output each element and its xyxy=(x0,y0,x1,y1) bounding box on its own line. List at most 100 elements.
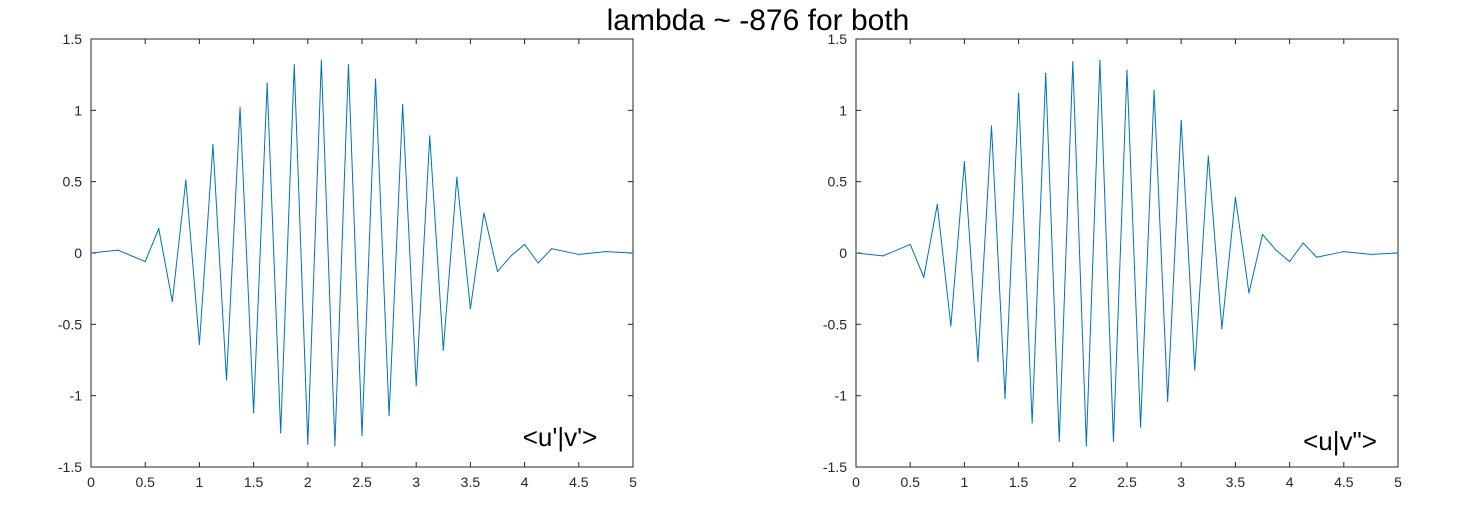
data-point xyxy=(1018,92,1020,94)
y-tick-label: 0 xyxy=(839,245,847,261)
data-point xyxy=(1234,196,1236,198)
data-point xyxy=(225,379,228,381)
data-point xyxy=(90,252,92,254)
data-point xyxy=(1099,59,1101,62)
data-point xyxy=(388,415,390,417)
left-axes: 0 0.5 1 1.5 2 2.5 3 3.5 4 4.5 5 1.5 1 0.5 0 -0.5 -1 -1.5 <… xyxy=(58,31,637,490)
data-point xyxy=(1058,440,1060,442)
plot-annotation: <u'|v'> xyxy=(523,422,598,452)
data-point xyxy=(1045,72,1047,74)
data-point xyxy=(1072,61,1074,63)
data-point xyxy=(158,228,160,230)
right-axes: 0 0.5 1 1.5 2 2.5 3 3.5 4 4.5 5 1.5 1 0.5 0 -0.5 -1 -1.5 <… xyxy=(823,31,1402,490)
data-point xyxy=(1153,89,1155,91)
data-point xyxy=(239,106,241,109)
data-point xyxy=(1316,256,1318,258)
data-point xyxy=(855,252,857,254)
data-point xyxy=(185,179,187,181)
data-point xyxy=(1167,400,1169,402)
data-point xyxy=(456,176,458,178)
figure-title: lambda ~ -876 for both xyxy=(606,4,910,37)
data-point xyxy=(1207,155,1209,157)
x-tick-label: 4.5 xyxy=(569,474,589,490)
data-point xyxy=(524,243,526,246)
data-point xyxy=(1004,397,1006,400)
data-point xyxy=(117,249,119,251)
y-tick-label: -1 xyxy=(835,388,848,404)
data-point xyxy=(429,135,431,137)
data-point xyxy=(415,385,417,387)
y-tick-label: -1.5 xyxy=(58,459,82,475)
data-point xyxy=(1289,260,1291,263)
data-point xyxy=(1194,369,1196,371)
y-tick-label: 1 xyxy=(839,102,847,118)
data-point xyxy=(307,443,309,445)
data-point xyxy=(347,64,350,66)
data-point xyxy=(909,243,911,246)
data-point xyxy=(144,260,146,263)
x-tick-label: 1 xyxy=(196,474,204,490)
data-point xyxy=(923,276,925,278)
data-point xyxy=(578,253,580,256)
data-point xyxy=(469,308,471,310)
x-tick-label: 3 xyxy=(1177,474,1185,490)
data-point xyxy=(198,343,200,345)
x-tick-label: 2 xyxy=(304,474,312,490)
data-point xyxy=(374,78,377,80)
x-tick-label: 0.5 xyxy=(135,474,155,490)
data-point xyxy=(361,435,363,437)
x-tick-label: 5 xyxy=(629,474,637,490)
y-tick-label: -0.5 xyxy=(58,316,82,332)
data-point xyxy=(564,250,566,253)
data-point xyxy=(977,360,979,363)
x-tick-label: 4.5 xyxy=(1334,474,1354,490)
data-point xyxy=(266,82,268,84)
data-point xyxy=(496,270,499,273)
y-tick-label: 0.5 xyxy=(63,174,83,190)
axes-box xyxy=(855,38,1399,468)
data-point xyxy=(936,203,938,206)
data-point xyxy=(1085,445,1087,447)
x-tick-label: 4 xyxy=(521,474,529,490)
y-tick-label: 1.5 xyxy=(828,31,848,47)
data-point xyxy=(950,325,952,327)
data-point xyxy=(1180,119,1182,121)
x-tick-label: 2 xyxy=(1069,474,1077,490)
data-point xyxy=(212,143,214,146)
data-point xyxy=(1397,252,1399,254)
data-point xyxy=(171,300,173,303)
x-tick-label: 4 xyxy=(1286,474,1294,490)
data-point xyxy=(1221,328,1223,330)
axes-box xyxy=(90,38,634,468)
data-point xyxy=(537,262,539,264)
data-point xyxy=(1302,242,1304,244)
data-point xyxy=(1031,422,1033,424)
x-tick-label: 0 xyxy=(87,474,95,490)
data-point xyxy=(963,161,966,163)
data-point xyxy=(1370,253,1372,256)
x-tick-label: 3.5 xyxy=(461,474,481,490)
y-tick-label: 0.5 xyxy=(828,174,848,190)
y-tick-label: -0.5 xyxy=(823,316,847,332)
data-point xyxy=(1248,292,1250,294)
data-point xyxy=(293,64,295,66)
x-tick-label: 1 xyxy=(961,474,969,490)
x-tick-label: 5 xyxy=(1394,474,1402,490)
data-point xyxy=(442,349,444,351)
data-point xyxy=(253,412,255,414)
x-tick-label: 3 xyxy=(412,474,420,490)
y-tick-label: 1 xyxy=(74,102,82,118)
x-tick-label: 2.5 xyxy=(1117,474,1137,490)
y-tick-label: -1 xyxy=(70,388,83,404)
data-point xyxy=(605,250,607,253)
data-point xyxy=(1112,440,1115,442)
data-point xyxy=(1139,426,1142,428)
data-point xyxy=(510,255,512,257)
data-point xyxy=(1343,250,1345,253)
data-point xyxy=(280,432,282,434)
y-tick-label: -1.5 xyxy=(823,459,847,475)
y-tick-label: 1.5 xyxy=(63,31,83,47)
data-point xyxy=(483,212,485,214)
x-tick-label: 0 xyxy=(852,474,860,490)
